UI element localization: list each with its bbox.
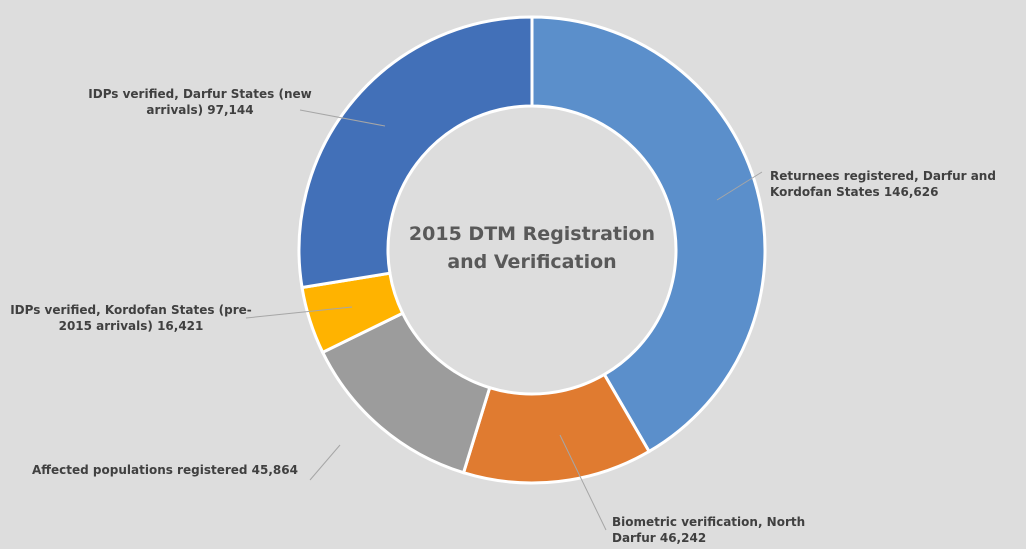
leader-line [309, 444, 341, 481]
data-label: Returnees registered, Darfur and Kordofa… [770, 168, 1026, 200]
category-label: Returnees registered, Darfur and Kordofa… [770, 169, 996, 199]
value-label: 97,144 [207, 103, 254, 117]
data-label: Affected populations registered 45,864 [30, 462, 300, 478]
leader-line [299, 109, 386, 127]
value-label: 16,421 [157, 319, 204, 333]
leader-line [716, 171, 763, 201]
category-label: IDPs verified, Kordofan States (pre-2015… [10, 303, 252, 333]
data-label: IDPs verified, Darfur States (new arriva… [60, 86, 340, 118]
value-label: 146,626 [883, 185, 939, 199]
donut-slice [297, 15, 534, 290]
value-label: 46,242 [659, 531, 707, 545]
category-label: IDPs verified, Darfur States (new arriva… [88, 87, 312, 117]
chart-title: 2015 DTM Registration and Verification [408, 223, 656, 273]
category-label: Affected populations registered [32, 463, 248, 477]
donut-slice [530, 15, 767, 454]
category-label: Biometric verification, North Darfur [612, 515, 806, 545]
data-label: Biometric verification, North Darfur 46,… [612, 514, 812, 546]
leader-line [245, 306, 353, 319]
data-label: IDPs verified, Kordofan States (pre-2015… [0, 302, 262, 334]
leader-line [559, 434, 607, 531]
value-label: 45,864 [251, 463, 298, 477]
